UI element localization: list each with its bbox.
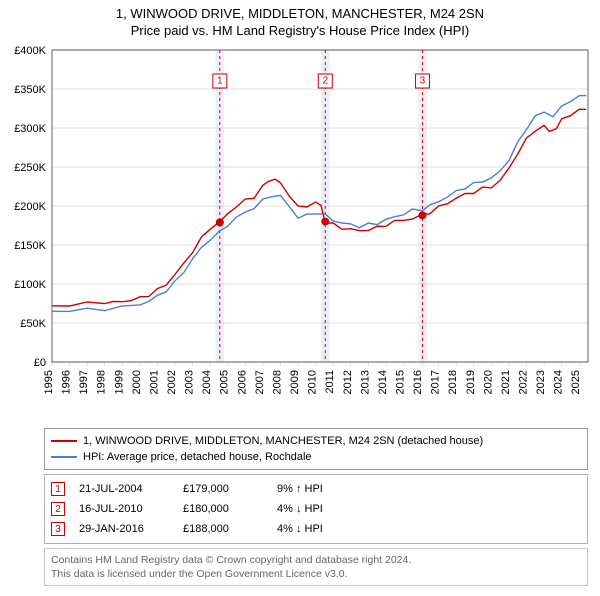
svg-text:£100K: £100K xyxy=(14,279,46,291)
legend-item: HPI: Average price, detached house, Roch… xyxy=(51,449,581,465)
event-price: £188,000 xyxy=(183,523,263,535)
svg-text:2020: 2020 xyxy=(482,370,494,394)
title-line-2: Price paid vs. HM Land Registry's House … xyxy=(8,23,592,38)
svg-text:2019: 2019 xyxy=(465,370,477,394)
svg-text:2009: 2009 xyxy=(289,370,301,394)
event-date: 21-JUL-2004 xyxy=(79,483,169,495)
svg-text:£0: £0 xyxy=(34,357,46,369)
title-block: 1, WINWOOD DRIVE, MIDDLETON, MANCHESTER,… xyxy=(0,0,600,42)
svg-text:1999: 1999 xyxy=(113,370,125,394)
event-delta: 4% ↓ HPI xyxy=(277,523,377,535)
svg-text:£50K: £50K xyxy=(20,318,46,330)
svg-text:2006: 2006 xyxy=(236,370,248,394)
svg-text:1: 1 xyxy=(217,76,223,87)
event-date: 16-JUL-2010 xyxy=(79,503,169,515)
svg-text:2025: 2025 xyxy=(570,370,582,394)
svg-text:£150K: £150K xyxy=(14,240,46,252)
svg-text:2003: 2003 xyxy=(184,370,196,394)
svg-text:£400K: £400K xyxy=(14,45,46,57)
footer-line-1: Contains HM Land Registry data © Crown c… xyxy=(51,553,581,567)
svg-text:2008: 2008 xyxy=(271,370,283,394)
svg-text:1998: 1998 xyxy=(96,370,108,394)
svg-text:2011: 2011 xyxy=(324,370,336,394)
svg-text:£250K: £250K xyxy=(14,162,46,174)
footer-line-2: This data is licensed under the Open Gov… xyxy=(51,567,581,581)
svg-text:2022: 2022 xyxy=(517,370,529,394)
event-marker-icon: 3 xyxy=(51,522,65,536)
svg-text:2005: 2005 xyxy=(219,370,231,394)
svg-text:£350K: £350K xyxy=(14,84,46,96)
legend-item: 1, WINWOOD DRIVE, MIDDLETON, MANCHESTER,… xyxy=(51,433,581,449)
svg-text:2004: 2004 xyxy=(201,370,213,394)
chart-plot: £0 £50K £100K £150K £200K £250K £300K £350K £400… xyxy=(0,42,600,422)
svg-text:2016: 2016 xyxy=(412,370,424,394)
svg-text:2: 2 xyxy=(322,76,328,87)
event-marker-icon: 2 xyxy=(51,502,65,516)
event-row: 2 16-JUL-2010 £180,000 4% ↓ HPI xyxy=(51,499,581,519)
svg-text:£300K: £300K xyxy=(14,123,46,135)
event-price: £179,000 xyxy=(183,483,263,495)
attribution: Contains HM Land Registry data © Crown c… xyxy=(44,548,588,586)
event-delta: 9% ↑ HPI xyxy=(277,483,377,495)
svg-text:2015: 2015 xyxy=(394,370,406,394)
title-line-1: 1, WINWOOD DRIVE, MIDDLETON, MANCHESTER,… xyxy=(8,6,592,21)
svg-text:2012: 2012 xyxy=(342,370,354,394)
svg-text:3: 3 xyxy=(420,76,426,87)
legend-swatch xyxy=(51,456,77,458)
svg-text:2010: 2010 xyxy=(307,370,319,394)
svg-text:2024: 2024 xyxy=(553,370,565,394)
svg-text:2001: 2001 xyxy=(148,370,160,394)
svg-text:2014: 2014 xyxy=(377,370,389,394)
svg-text:1996: 1996 xyxy=(61,370,73,394)
svg-text:2023: 2023 xyxy=(535,370,547,394)
svg-text:2000: 2000 xyxy=(131,370,143,394)
legend-swatch xyxy=(51,440,77,442)
svg-text:2018: 2018 xyxy=(447,370,459,394)
svg-text:2017: 2017 xyxy=(430,370,442,394)
legend: 1, WINWOOD DRIVE, MIDDLETON, MANCHESTER,… xyxy=(44,428,588,470)
event-row: 3 29-JAN-2016 £188,000 4% ↓ HPI xyxy=(51,519,581,539)
event-row: 1 21-JUL-2004 £179,000 9% ↑ HPI xyxy=(51,479,581,499)
legend-label: HPI: Average price, detached house, Roch… xyxy=(83,451,312,463)
event-delta: 4% ↓ HPI xyxy=(277,503,377,515)
svg-text:£200K: £200K xyxy=(14,201,46,213)
svg-text:2007: 2007 xyxy=(254,370,266,394)
event-price: £180,000 xyxy=(183,503,263,515)
svg-text:2002: 2002 xyxy=(166,370,178,394)
svg-text:1997: 1997 xyxy=(78,370,90,394)
svg-text:2021: 2021 xyxy=(500,370,512,394)
legend-label: 1, WINWOOD DRIVE, MIDDLETON, MANCHESTER,… xyxy=(83,435,483,447)
event-date: 29-JAN-2016 xyxy=(79,523,169,535)
events-table: 1 21-JUL-2004 £179,000 9% ↑ HPI 2 16-JUL… xyxy=(44,474,588,544)
event-marker-icon: 1 xyxy=(51,482,65,496)
chart-container: 1, WINWOOD DRIVE, MIDDLETON, MANCHESTER,… xyxy=(0,0,600,586)
svg-text:1995: 1995 xyxy=(43,370,55,394)
svg-text:2013: 2013 xyxy=(359,370,371,394)
